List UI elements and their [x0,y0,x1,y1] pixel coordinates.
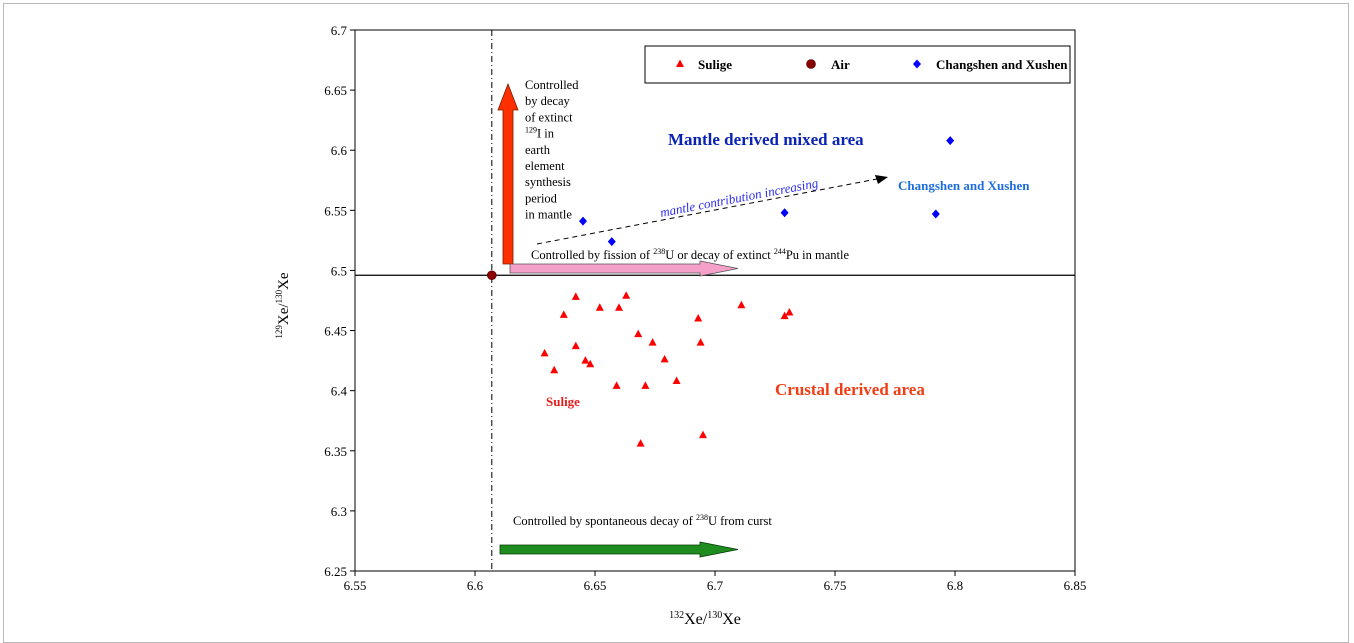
red-arrow-text: earth [525,143,551,157]
red-arrow [497,82,519,265]
sulige-point [780,311,789,320]
changshen-and-xushen-point [579,216,587,226]
sulige-point [737,300,746,309]
legend-label-air: Air [831,57,850,72]
changshen-and-xushen-point [946,136,955,146]
sulige-point [699,430,707,439]
air-point [486,270,497,281]
y-axis-label: 129Xe/130Xe [274,272,292,339]
y-tick-label: 6.6 [331,143,348,158]
changshen-and-xushen-point [780,208,789,218]
changshen-and-xushen-point [931,209,940,219]
sulige-point [622,291,631,299]
y-tick-label: 6.3 [331,504,347,519]
y-tick-label: 6.45 [324,324,347,339]
data-points [486,136,955,447]
x-tick-label: 6.6 [467,578,484,593]
red-arrow-text: 129I in [525,126,555,141]
red-arrow-text: period [525,191,558,205]
x-tick-label: 6.65 [584,578,607,593]
trend-arrow-line [536,178,878,245]
y-tick-label: 6.25 [324,564,347,579]
sulige-point [672,376,681,385]
sulige-point [559,310,568,318]
red-arrow-text: in mantle [525,208,572,222]
sulige-point [636,439,645,447]
red-arrow-text: synthesis [525,175,571,189]
sulige-point [785,308,794,316]
x-tick-label: 6.75 [824,578,847,593]
y-tick-label: 6.4 [331,384,348,399]
crustal-area-label: Crustal derived area [775,380,925,399]
sulige-point [581,356,590,364]
y-tick-label: 6.5 [331,263,347,278]
sulige-point [648,338,657,346]
sulige-point [571,292,580,300]
red-arrow-text: by decay [525,94,571,108]
trend-label: mantle contribution increasing [659,175,820,220]
pink-arrow [509,260,739,277]
sulige-point [634,329,643,338]
reference-lines [355,30,1075,571]
sulige-point [696,338,705,346]
red-arrow-text: of extinct [525,110,573,124]
sulige-point [641,381,650,389]
sulige-point [571,341,580,350]
x-tick-label: 6.85 [1064,578,1087,593]
y-tick-label: 6.55 [324,203,347,218]
sulige-point [612,381,621,389]
sulige-point [615,303,623,311]
green-arrow [499,541,739,558]
legend: Sulige Air Changshen and Xushen [644,45,1071,84]
legend-box [644,45,1071,84]
scatter-chart: 6.55 6.6 6.65 6.7 6.75 6.8 6.85 6.25 6.3 6.35 6.4 6… [274,23,1086,624]
y-tick-label: 6.35 [324,444,347,459]
sulige-point [595,303,604,311]
trend-arrow-head [875,175,888,184]
legend-label-sulige: Sulige [698,57,732,72]
legend-label-changshen-and-xushen: Changshen and Xushen [936,57,1068,72]
sulige-point [540,348,549,357]
sulige-point [694,314,703,322]
x-tick-label: 6.7 [707,578,724,593]
changshen-label: Changshen and Xushen [898,178,1030,193]
x-tick-label: 6.8 [947,578,963,593]
sulige-point [586,359,595,368]
annotations: Mantle derived mixed area Crustal derived… [513,78,1030,528]
process-arrows [497,82,888,558]
x-tick-label: 6.55 [344,578,367,593]
legend-marker-changshen-and-xushen [913,59,921,69]
sulige-label: Sulige [546,394,580,409]
x-axis-label: 132Xe/130Xe [669,610,741,624]
plot-area [354,29,1076,572]
red-arrow-text: Controlled [525,78,579,92]
pink-arrow-text: Controlled by fission of 238U or decay o… [531,247,850,262]
green-arrow-text: Controlled by spontaneous decay of 238U … [513,513,772,528]
legend-marker-sulige [676,59,684,67]
y-tick-label: 6.7 [331,23,348,38]
legend-marker-air [806,59,816,69]
red-arrow-text: element [525,159,565,173]
sulige-point [550,365,559,374]
mantle-area-label: Mantle derived mixed area [668,130,864,149]
changshen-and-xushen-point [607,237,616,247]
axes: 6.55 6.6 6.65 6.7 6.75 6.8 6.85 6.25 6.3 6.35 6.4 6… [274,23,1086,624]
y-tick-label: 6.65 [324,83,347,98]
sulige-point [660,354,669,363]
